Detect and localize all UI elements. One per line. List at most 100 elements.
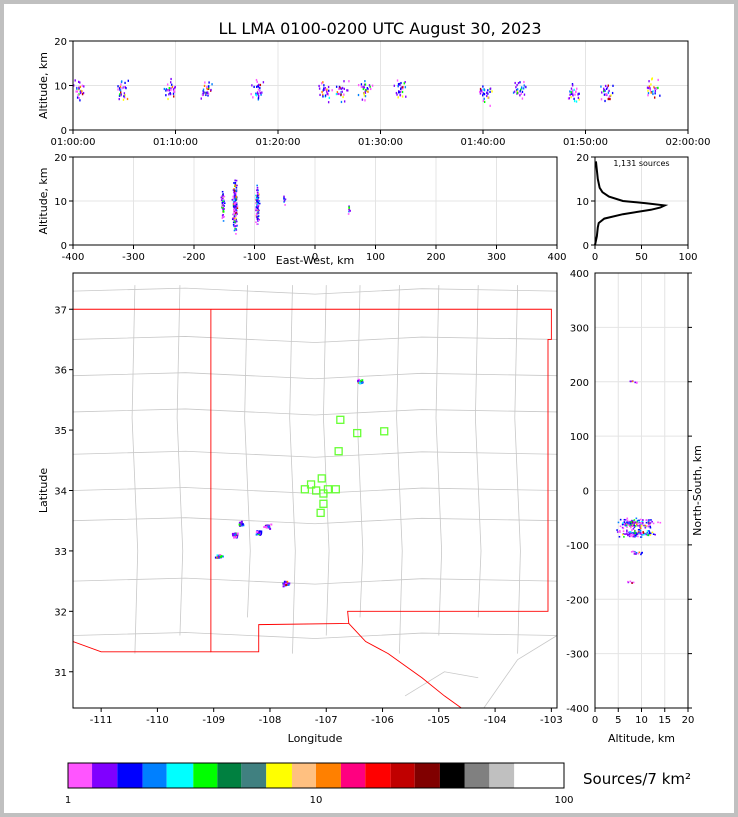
source-point xyxy=(222,211,225,213)
source-point xyxy=(639,530,642,532)
x-tick-label: -107 xyxy=(315,715,338,726)
source-point xyxy=(235,196,237,199)
source-point xyxy=(648,85,651,88)
source-point xyxy=(287,583,290,586)
x-tick-label: -108 xyxy=(259,715,282,726)
source-point xyxy=(250,93,252,96)
source-point xyxy=(645,521,648,524)
source-point xyxy=(126,97,129,101)
source-point xyxy=(371,84,374,87)
county-boundary xyxy=(131,285,139,654)
source-point xyxy=(256,530,259,533)
x-axis-label: Longitude xyxy=(288,732,343,745)
source-point xyxy=(257,95,260,98)
source-point xyxy=(368,84,371,87)
source-point xyxy=(576,87,578,90)
source-point xyxy=(323,84,325,87)
source-point xyxy=(123,86,125,89)
source-point xyxy=(359,379,362,382)
source-point xyxy=(600,85,602,88)
source-point xyxy=(214,556,217,559)
source-point xyxy=(221,205,224,208)
source-point xyxy=(222,210,225,212)
source-point xyxy=(571,83,574,86)
source-point xyxy=(259,83,262,87)
source-point xyxy=(605,87,608,90)
source-point xyxy=(236,207,239,209)
source-point xyxy=(513,90,516,93)
source-point xyxy=(257,196,260,199)
source-point xyxy=(348,208,350,211)
source-point xyxy=(258,193,260,196)
source-point xyxy=(343,87,345,90)
source-point xyxy=(569,93,571,96)
source-point xyxy=(256,223,258,226)
source-point xyxy=(211,83,213,86)
source-point xyxy=(403,82,405,85)
source-point xyxy=(326,90,328,93)
source-point xyxy=(519,88,522,91)
source-point xyxy=(208,81,210,84)
figure-title: LL LMA 0100-0200 UTC August 30, 2023 xyxy=(218,19,541,38)
panel-altitude-northsouth: 0 5 10 15 20 -400 -300 -200 -100 0 100 200 300 400 Alt… xyxy=(566,269,704,745)
source-point xyxy=(523,80,525,84)
source-point xyxy=(231,532,234,535)
source-point xyxy=(396,93,398,96)
source-point xyxy=(283,200,286,202)
source-point xyxy=(257,92,259,96)
source-point xyxy=(221,201,224,204)
source-point xyxy=(647,522,650,525)
source-point xyxy=(635,523,638,526)
source-point xyxy=(401,87,404,90)
source-point xyxy=(397,84,399,88)
source-point xyxy=(257,212,260,214)
source-point xyxy=(282,585,285,588)
source-point xyxy=(479,92,482,95)
source-point xyxy=(257,210,260,213)
source-point xyxy=(519,81,521,84)
source-point xyxy=(347,213,350,215)
y-tick-label: -300 xyxy=(566,650,589,661)
county-boundary xyxy=(435,285,443,636)
source-point xyxy=(119,89,122,92)
source-point xyxy=(233,190,236,192)
y-tick-label: 400 xyxy=(570,269,589,280)
source-point xyxy=(404,81,406,84)
colorbar: 1 10 100 Sources/7 km² xyxy=(65,762,691,806)
source-point xyxy=(257,88,260,91)
source-point xyxy=(479,87,482,91)
source-point xyxy=(630,551,633,553)
source-point xyxy=(283,195,285,198)
source-point xyxy=(234,213,236,216)
source-point xyxy=(78,96,80,100)
source-point xyxy=(256,85,258,88)
source-point xyxy=(206,91,209,94)
source-point xyxy=(653,86,655,89)
source-point xyxy=(395,91,398,95)
source-point xyxy=(284,581,287,584)
source-point xyxy=(634,381,636,384)
source-point xyxy=(267,525,270,528)
y-tick-label: 200 xyxy=(570,378,589,389)
source-point xyxy=(642,522,644,524)
colorbar-segment xyxy=(193,763,218,788)
y-tick-label: 0 xyxy=(61,241,67,252)
source-point xyxy=(632,528,635,530)
source-point xyxy=(242,524,245,527)
y-tick-label: 0 xyxy=(61,126,67,137)
source-point xyxy=(122,86,125,89)
source-point xyxy=(234,183,237,185)
source-point xyxy=(640,553,642,556)
source-point xyxy=(328,89,330,92)
source-point xyxy=(651,77,654,80)
source-point xyxy=(232,534,235,537)
source-point xyxy=(482,94,484,97)
source-point xyxy=(331,89,333,92)
source-point xyxy=(235,220,237,223)
colorbar-segment xyxy=(365,763,391,788)
source-point xyxy=(401,95,404,98)
y-tick-label: 20 xyxy=(54,37,67,48)
source-point xyxy=(630,535,632,538)
source-point xyxy=(241,523,244,526)
source-point xyxy=(122,98,125,101)
